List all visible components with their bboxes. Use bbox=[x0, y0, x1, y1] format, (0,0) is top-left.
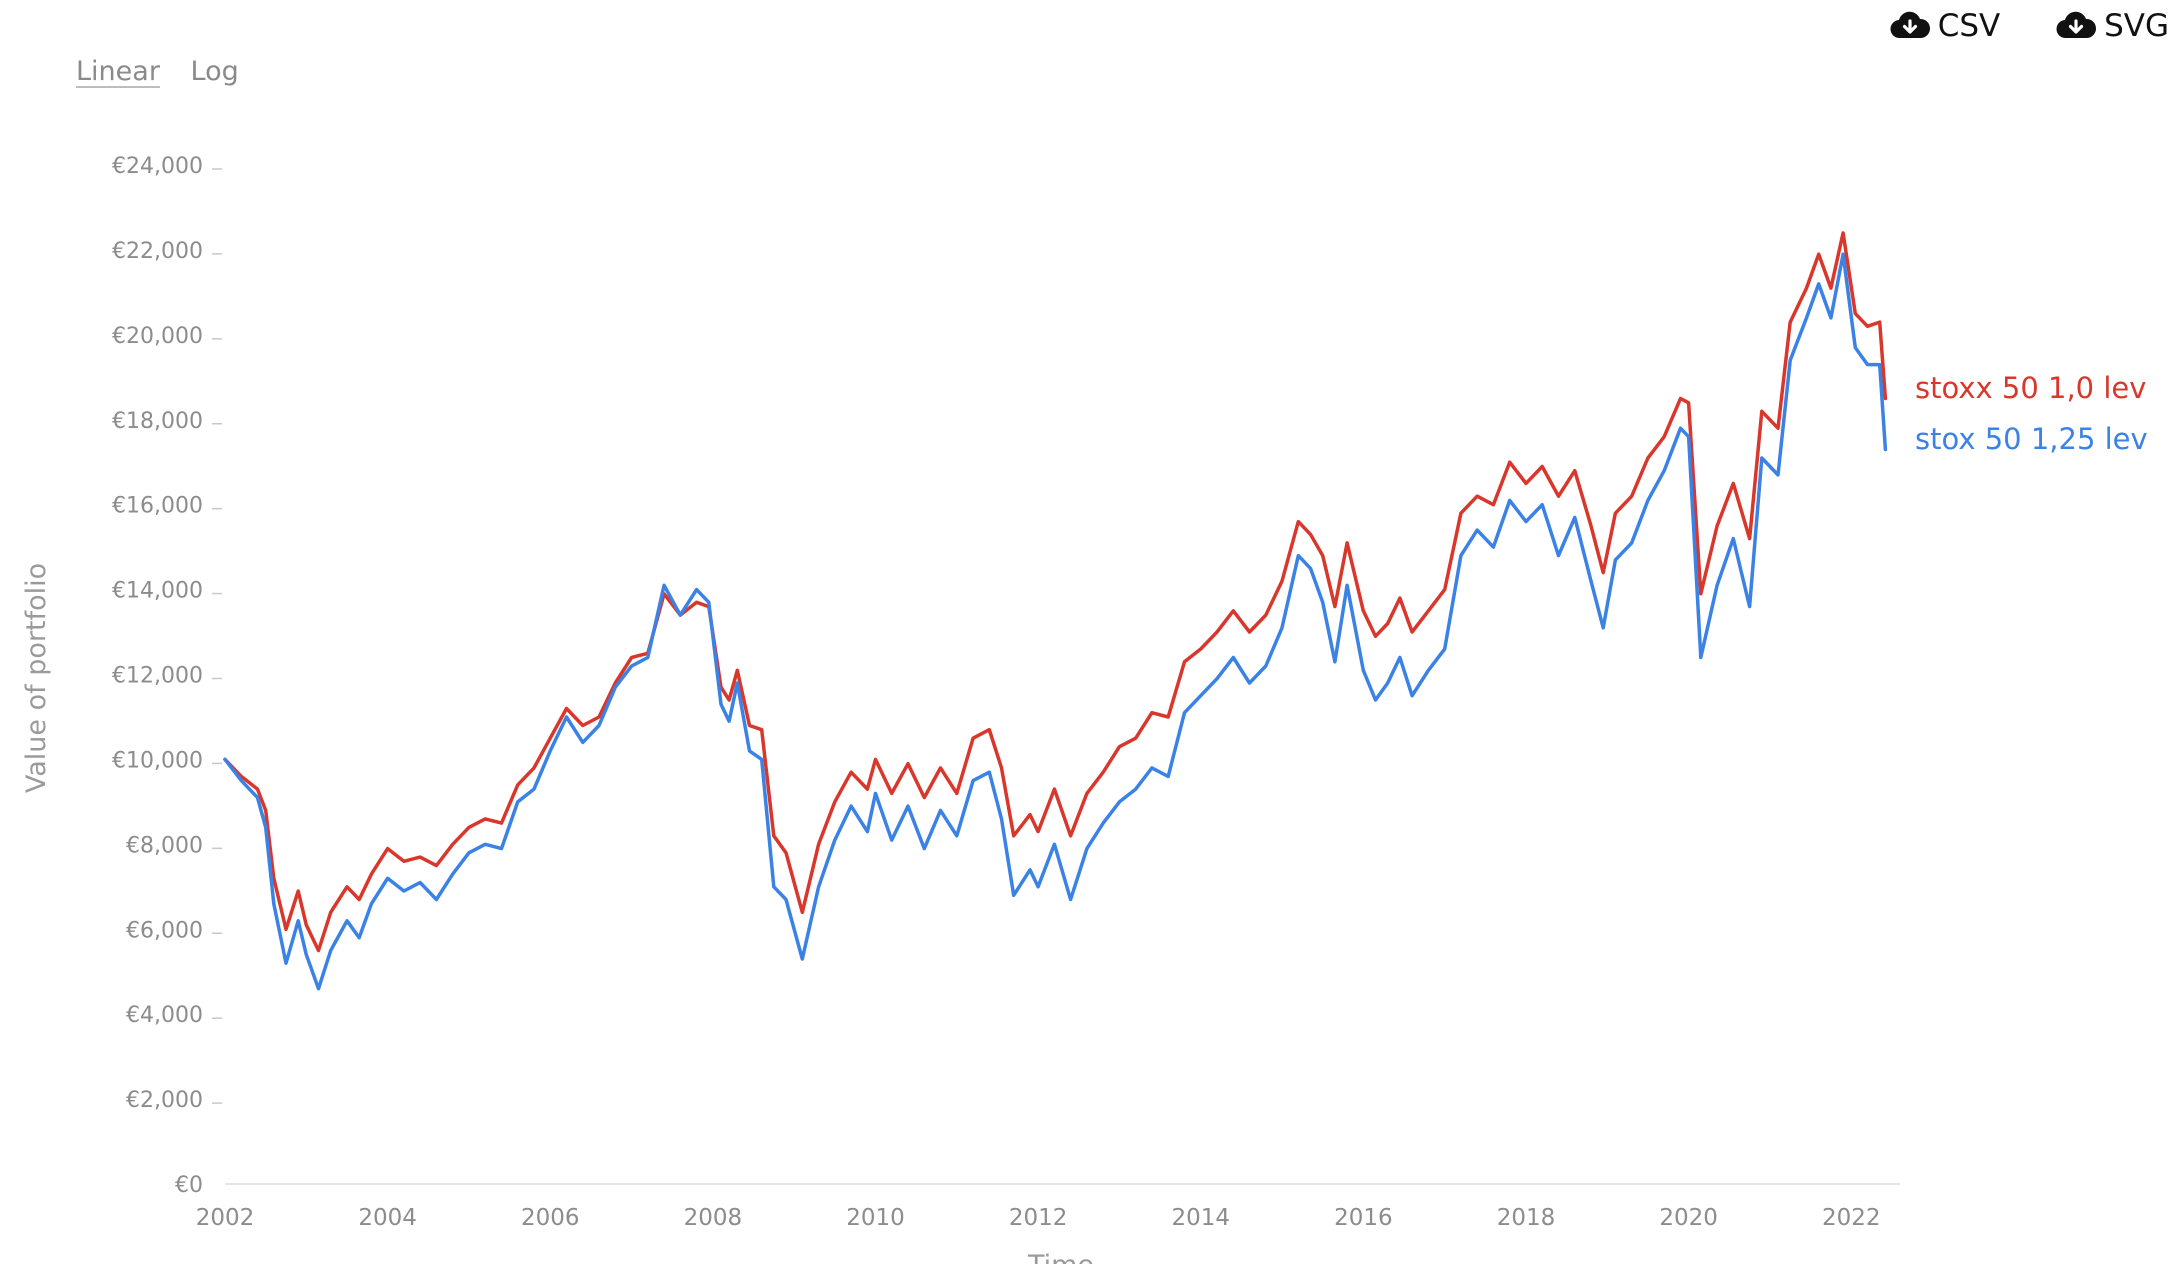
series-label: stoxx 50 1,0 lev bbox=[1915, 371, 2146, 405]
y-tick-label: €22,000 bbox=[112, 239, 203, 264]
y-tick-label: €8,000 bbox=[126, 833, 203, 858]
y-tick-label: €10,000 bbox=[112, 748, 203, 773]
download-csv-label: CSV bbox=[1937, 8, 2001, 44]
series-line bbox=[223, 231, 1888, 953]
x-tick-label: 2004 bbox=[358, 1205, 417, 1231]
x-tick-label: 2010 bbox=[846, 1205, 905, 1231]
series-layer: stoxx 50 1,0 lev stox 50 1,25 lev bbox=[223, 231, 2148, 991]
y-axis-title: Value of portfolio bbox=[21, 563, 52, 793]
x-tick-label: 2022 bbox=[1822, 1205, 1881, 1231]
x-tick-label: 2016 bbox=[1334, 1205, 1393, 1231]
x-axis-title: Time bbox=[1027, 1250, 1094, 1264]
x-tick-label: 2002 bbox=[196, 1205, 255, 1231]
y-tick-label: €18,000 bbox=[112, 409, 203, 434]
y-tick-label: €20,000 bbox=[112, 324, 203, 349]
x-tick-label: 2020 bbox=[1659, 1205, 1718, 1231]
cloud-download-icon bbox=[2056, 11, 2097, 39]
series-label: stox 50 1,25 lev bbox=[1915, 422, 2148, 456]
y-tick-label: €16,000 bbox=[112, 494, 203, 519]
download-csv-button[interactable]: CSV bbox=[1888, 8, 2001, 44]
y-tick-label: €24,000 bbox=[112, 154, 203, 179]
y-axis: €0 €2,000 €4,000 €6,000 €8,000 €10,000 €12,000… bbox=[112, 154, 222, 1198]
x-tick-label: 2014 bbox=[1171, 1205, 1230, 1231]
y-tick-label: €0 bbox=[175, 1173, 203, 1198]
x-tick-label: 2018 bbox=[1497, 1205, 1556, 1231]
download-svg-button[interactable]: SVG bbox=[2054, 8, 2169, 44]
series-line bbox=[223, 252, 1888, 991]
download-svg-label: SVG bbox=[2104, 8, 2169, 44]
cloud-download-icon bbox=[1890, 11, 1930, 39]
x-axis: 2002 2004 2006 2008 2010 2012 2014 2016 2018 2020… bbox=[196, 1183, 1900, 1231]
scale-option-log[interactable]: Log bbox=[190, 56, 239, 87]
x-tick-label: 2008 bbox=[684, 1205, 743, 1231]
y-tick-label: €2,000 bbox=[126, 1088, 203, 1113]
x-tick-label: 2006 bbox=[521, 1205, 580, 1231]
y-tick-label: €14,000 bbox=[112, 579, 203, 604]
y-tick-label: €6,000 bbox=[126, 918, 203, 943]
x-tick-label: 2012 bbox=[1009, 1205, 1068, 1231]
y-tick-label: €12,000 bbox=[112, 664, 203, 689]
scale-toggle: Linear Log bbox=[76, 56, 261, 87]
y-tick-label: €4,000 bbox=[126, 1003, 203, 1028]
download-buttons: CSV SVG bbox=[1844, 8, 2169, 50]
scale-option-linear[interactable]: Linear bbox=[76, 56, 160, 87]
